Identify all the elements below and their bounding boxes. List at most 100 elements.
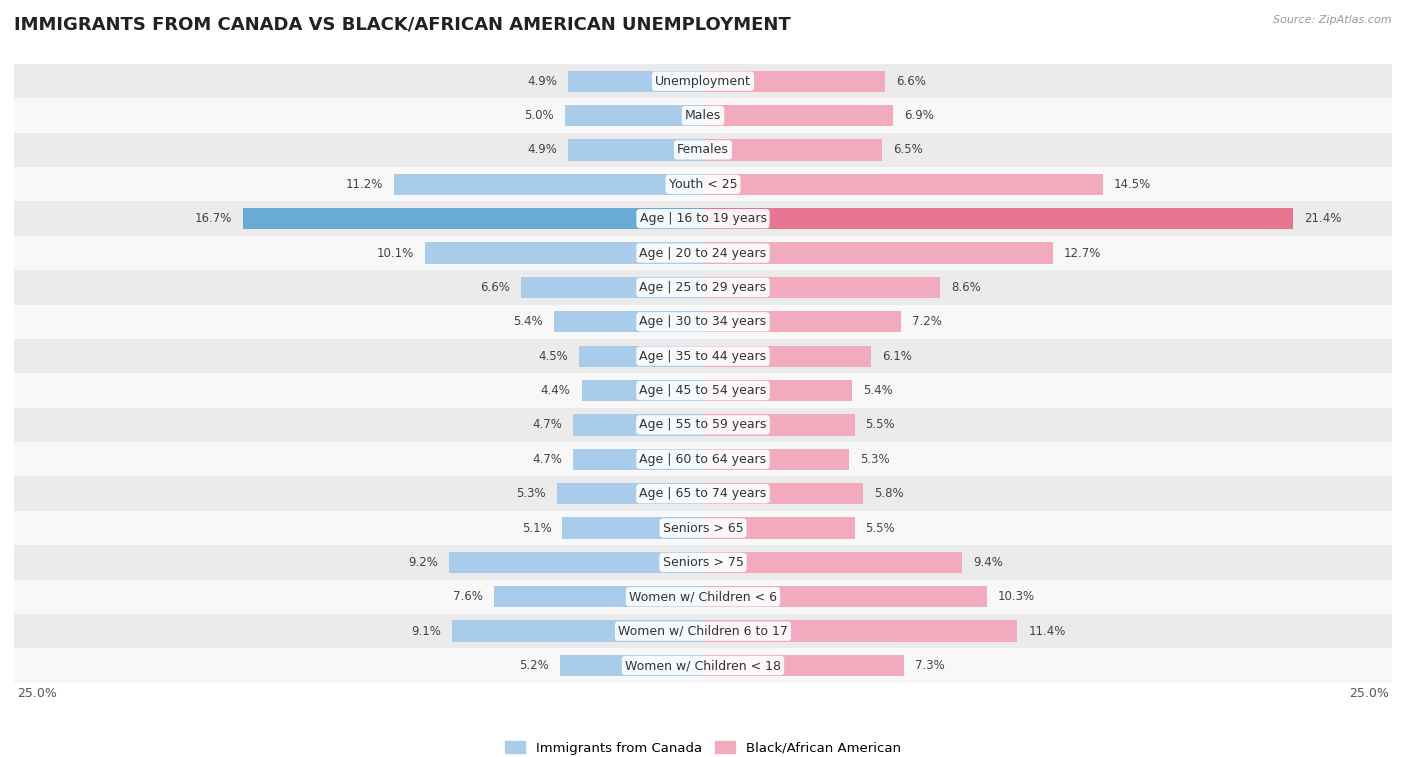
Text: Women w/ Children < 6: Women w/ Children < 6 [628,590,778,603]
Text: 6.9%: 6.9% [904,109,934,122]
Bar [14,545,1392,580]
Bar [14,648,1392,683]
Bar [425,242,703,263]
Bar [14,339,1392,373]
Text: 5.4%: 5.4% [863,384,893,397]
Text: 5.8%: 5.8% [875,488,904,500]
Text: 10.1%: 10.1% [377,247,413,260]
Text: 9.2%: 9.2% [409,556,439,569]
Text: 12.7%: 12.7% [1064,247,1101,260]
Text: 4.9%: 4.9% [527,75,557,88]
Text: Females: Females [678,143,728,157]
Bar [582,380,703,401]
Bar [450,552,703,573]
Text: 8.6%: 8.6% [950,281,981,294]
Text: 5.1%: 5.1% [522,522,551,534]
Text: Males: Males [685,109,721,122]
Text: Age | 16 to 19 years: Age | 16 to 19 years [640,212,766,225]
Bar [14,442,1392,476]
Text: Seniors > 65: Seniors > 65 [662,522,744,534]
Bar [565,105,703,126]
Text: Age | 20 to 24 years: Age | 20 to 24 years [640,247,766,260]
Bar [703,414,855,435]
Text: Age | 55 to 59 years: Age | 55 to 59 years [640,419,766,431]
Text: 9.4%: 9.4% [973,556,1002,569]
Bar [703,552,962,573]
Text: 7.6%: 7.6% [453,590,482,603]
Text: 5.5%: 5.5% [866,419,896,431]
Bar [703,139,882,160]
Bar [560,655,703,676]
Text: 5.4%: 5.4% [513,315,543,329]
Text: Youth < 25: Youth < 25 [669,178,737,191]
Text: Age | 45 to 54 years: Age | 45 to 54 years [640,384,766,397]
Text: 10.3%: 10.3% [998,590,1035,603]
Bar [14,580,1392,614]
Bar [14,304,1392,339]
Bar [703,311,901,332]
Text: 5.5%: 5.5% [866,522,896,534]
Bar [14,201,1392,236]
Bar [703,517,855,539]
Bar [14,236,1392,270]
Text: 5.3%: 5.3% [860,453,890,466]
Text: Seniors > 75: Seniors > 75 [662,556,744,569]
Bar [14,167,1392,201]
Text: 4.5%: 4.5% [538,350,568,363]
Text: 6.1%: 6.1% [882,350,912,363]
Bar [522,277,703,298]
Bar [14,98,1392,132]
Bar [557,483,703,504]
Text: 9.1%: 9.1% [412,625,441,637]
Bar [703,208,1292,229]
Bar [703,449,849,470]
Text: Source: ZipAtlas.com: Source: ZipAtlas.com [1274,15,1392,25]
Bar [703,277,941,298]
Bar [453,621,703,642]
Text: Age | 65 to 74 years: Age | 65 to 74 years [640,488,766,500]
Bar [703,70,884,92]
Text: Age | 30 to 34 years: Age | 30 to 34 years [640,315,766,329]
Text: 5.0%: 5.0% [524,109,554,122]
Text: 11.2%: 11.2% [346,178,384,191]
Text: Women w/ Children 6 to 17: Women w/ Children 6 to 17 [619,625,787,637]
Text: 21.4%: 21.4% [1303,212,1341,225]
Bar [574,414,703,435]
Bar [562,517,703,539]
Text: 7.3%: 7.3% [915,659,945,672]
Bar [703,242,1053,263]
Text: 11.4%: 11.4% [1028,625,1066,637]
Text: 4.7%: 4.7% [533,453,562,466]
Bar [494,586,703,607]
Bar [14,511,1392,545]
Text: Unemployment: Unemployment [655,75,751,88]
Bar [14,614,1392,648]
Bar [703,655,904,676]
Bar [574,449,703,470]
Text: 25.0%: 25.0% [1350,687,1389,700]
Bar [579,345,703,367]
Legend: Immigrants from Canada, Black/African American: Immigrants from Canada, Black/African Am… [501,736,905,757]
Text: 6.6%: 6.6% [481,281,510,294]
Bar [703,621,1017,642]
Text: 16.7%: 16.7% [194,212,232,225]
Text: Age | 35 to 44 years: Age | 35 to 44 years [640,350,766,363]
Text: 4.4%: 4.4% [541,384,571,397]
Bar [703,586,987,607]
Bar [703,483,863,504]
Bar [14,270,1392,304]
Text: 25.0%: 25.0% [17,687,56,700]
Bar [568,70,703,92]
Bar [14,373,1392,408]
Text: Women w/ Children < 18: Women w/ Children < 18 [626,659,780,672]
Bar [14,476,1392,511]
Text: 5.2%: 5.2% [519,659,548,672]
Bar [703,345,872,367]
Bar [243,208,703,229]
Bar [703,380,852,401]
Bar [14,64,1392,98]
Bar [14,408,1392,442]
Text: 4.7%: 4.7% [533,419,562,431]
Bar [568,139,703,160]
Bar [554,311,703,332]
